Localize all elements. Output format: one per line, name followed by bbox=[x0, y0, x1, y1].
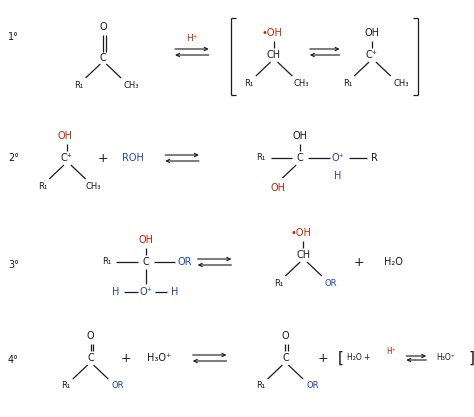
Text: +: + bbox=[98, 151, 109, 164]
Text: +: + bbox=[318, 352, 328, 364]
Text: OR: OR bbox=[112, 382, 124, 390]
Text: OH: OH bbox=[271, 183, 286, 193]
Text: R₁: R₁ bbox=[244, 78, 254, 88]
Text: ]: ] bbox=[468, 351, 474, 365]
Text: C: C bbox=[87, 353, 94, 363]
Text: OH: OH bbox=[57, 131, 73, 141]
Text: C⁺: C⁺ bbox=[61, 153, 73, 163]
Text: O⁺: O⁺ bbox=[139, 287, 152, 297]
Text: C⁺: C⁺ bbox=[366, 50, 378, 60]
Text: H: H bbox=[334, 171, 341, 181]
Text: •OH: •OH bbox=[291, 228, 311, 238]
Text: H₃O⁺: H₃O⁺ bbox=[147, 353, 172, 363]
Text: 2°: 2° bbox=[8, 153, 19, 163]
Text: R₁: R₁ bbox=[274, 279, 283, 287]
Text: R₁: R₁ bbox=[74, 80, 83, 90]
Text: OR: OR bbox=[307, 382, 319, 390]
Text: CH: CH bbox=[296, 250, 310, 260]
Text: OH: OH bbox=[138, 235, 153, 245]
Text: H₂O +: H₂O + bbox=[347, 354, 373, 362]
Text: R₁: R₁ bbox=[343, 78, 352, 88]
Text: +: + bbox=[121, 352, 131, 364]
Text: H₃O⁺: H₃O⁺ bbox=[436, 354, 455, 362]
Text: •OH: •OH bbox=[261, 28, 282, 38]
Text: [: [ bbox=[337, 351, 344, 365]
Text: C: C bbox=[100, 53, 107, 63]
Text: O: O bbox=[87, 331, 94, 341]
Text: OH: OH bbox=[292, 131, 308, 141]
Text: CH₃: CH₃ bbox=[293, 78, 309, 88]
Text: R₁: R₁ bbox=[38, 181, 47, 191]
Text: C: C bbox=[142, 257, 149, 267]
Text: OR: OR bbox=[178, 257, 192, 267]
Text: +: + bbox=[354, 256, 365, 269]
Text: C: C bbox=[297, 153, 303, 163]
Text: 4°: 4° bbox=[8, 355, 19, 365]
Text: OH: OH bbox=[365, 28, 380, 38]
Text: H: H bbox=[172, 287, 179, 297]
Text: H⁺: H⁺ bbox=[186, 33, 198, 43]
Text: O: O bbox=[282, 331, 289, 341]
Text: R₁: R₁ bbox=[256, 153, 265, 163]
Text: R: R bbox=[372, 153, 378, 163]
Text: CH: CH bbox=[266, 50, 281, 60]
Text: R₁: R₁ bbox=[101, 258, 111, 266]
Text: 3°: 3° bbox=[8, 260, 19, 270]
Text: H: H bbox=[112, 287, 120, 297]
Text: H⁺: H⁺ bbox=[387, 347, 397, 357]
Text: H₂O: H₂O bbox=[384, 257, 403, 267]
Text: O⁺: O⁺ bbox=[331, 153, 344, 163]
Text: CH₃: CH₃ bbox=[394, 78, 409, 88]
Text: R₁: R₁ bbox=[256, 382, 265, 390]
Text: ROH: ROH bbox=[122, 153, 144, 163]
Text: O: O bbox=[100, 22, 107, 32]
Text: 1°: 1° bbox=[8, 32, 19, 42]
Text: CH₃: CH₃ bbox=[86, 181, 101, 191]
Text: OR: OR bbox=[324, 279, 337, 287]
Text: CH₃: CH₃ bbox=[123, 80, 138, 90]
Text: C: C bbox=[282, 353, 289, 363]
Text: R₁: R₁ bbox=[61, 382, 71, 390]
